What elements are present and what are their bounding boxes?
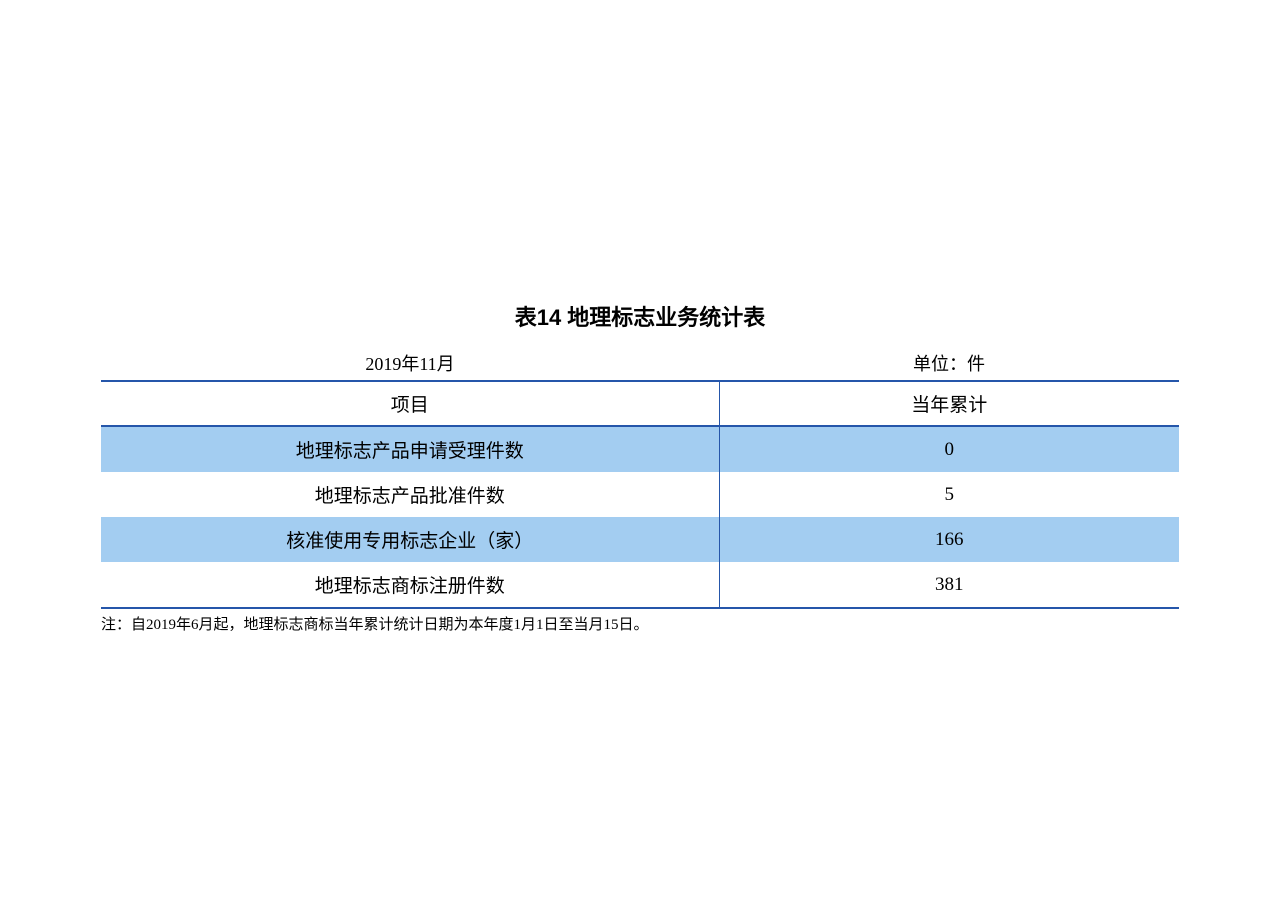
cell-value: 381 [719,562,1179,608]
document-container: 表14 地理标志业务统计表 2019年11月 单位：件 项目 当年累计 地理标志… [101,0,1179,634]
table-row: 地理标志产品批准件数 5 [101,472,1179,517]
subheader: 2019年11月 单位：件 [101,350,1179,376]
table-row: 地理标志产品申请受理件数 0 [101,426,1179,472]
cell-item: 核准使用专用标志企业（家） [101,517,719,562]
cell-item: 地理标志商标注册件数 [101,562,719,608]
column-header-item: 项目 [101,381,719,426]
unit-label: 单位：件 [719,350,1179,376]
statistics-table: 项目 当年累计 地理标志产品申请受理件数 0 地理标志产品批准件数 5 核准使用… [101,380,1179,609]
cell-value: 0 [719,426,1179,472]
table-title: 表14 地理标志业务统计表 [101,300,1179,332]
column-header-value: 当年累计 [719,381,1179,426]
cell-item: 地理标志产品批准件数 [101,472,719,517]
cell-item: 地理标志产品申请受理件数 [101,426,719,472]
date-label: 2019年11月 [101,350,719,376]
footnote: 注：自2019年6月起，地理标志商标当年累计统计日期为本年度1月1日至当月15日… [101,613,1179,634]
table-header-row: 项目 当年累计 [101,381,1179,426]
cell-value: 5 [719,472,1179,517]
table-row: 核准使用专用标志企业（家） 166 [101,517,1179,562]
table-row: 地理标志商标注册件数 381 [101,562,1179,608]
cell-value: 166 [719,517,1179,562]
